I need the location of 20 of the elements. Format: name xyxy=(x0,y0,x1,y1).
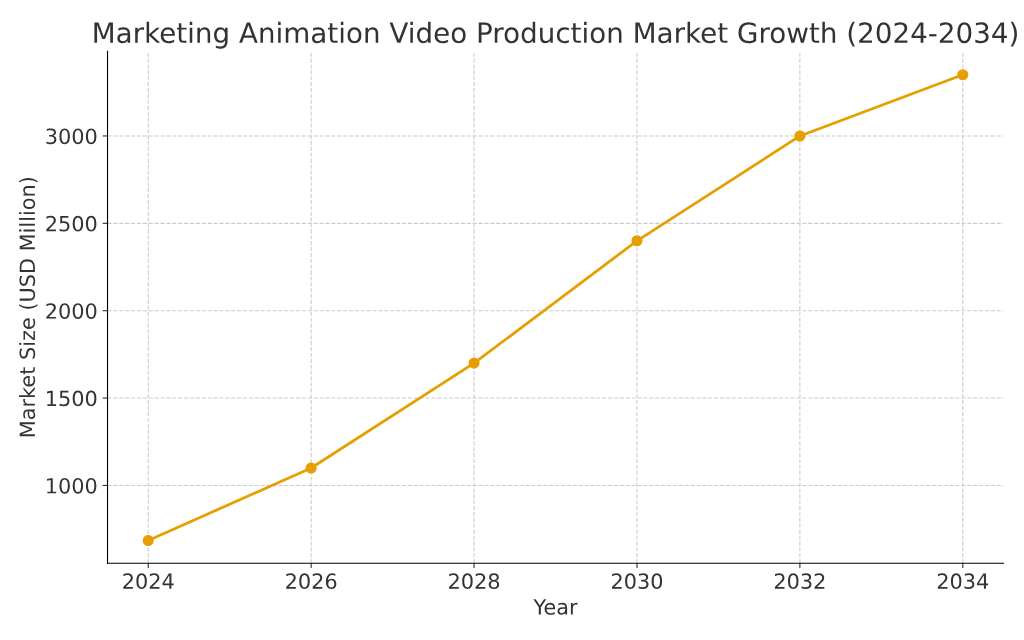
y-axis-title: Market Size (USD Million) xyxy=(19,177,38,437)
x-tick-label: 2026 xyxy=(286,573,337,590)
point xyxy=(631,235,643,247)
chart-title: Marketing Animation Video Production Market Growth (2024-2034) xyxy=(94,21,1017,49)
point xyxy=(794,130,806,142)
y-tick-label: 2000 xyxy=(46,303,97,319)
point xyxy=(468,357,480,369)
x-tick-label: 2034 xyxy=(937,573,989,590)
point xyxy=(305,462,317,474)
x-axis-title: Year xyxy=(533,599,578,615)
y-tick-label: 1000 xyxy=(47,477,97,494)
x-tick-label: 2030 xyxy=(611,573,663,590)
point xyxy=(957,69,969,81)
point xyxy=(142,534,154,547)
y-tick-label: 2500 xyxy=(46,215,97,232)
y-tick-label: 1500 xyxy=(47,390,97,407)
x-tick-label: 2028 xyxy=(449,573,500,590)
x-tick-label: 2032 xyxy=(774,573,825,590)
y-tick-label: 3000 xyxy=(46,128,97,145)
x-tick-label: 2024 xyxy=(123,573,174,590)
